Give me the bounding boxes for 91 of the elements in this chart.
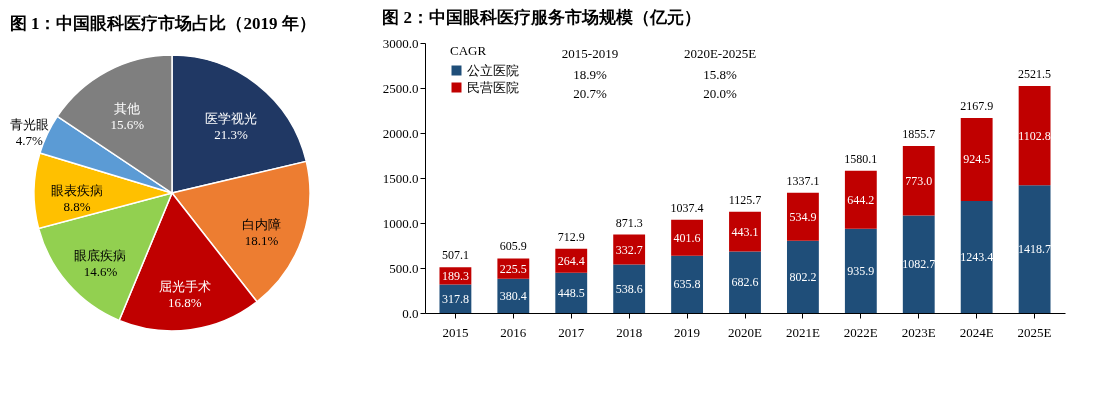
data-label: 924.5 — [963, 152, 991, 167]
x-tick-label: 2021E — [785, 324, 820, 340]
data-label: 16.8% — [168, 295, 202, 311]
data-label: 443.1 — [731, 224, 759, 239]
slice-label: 眼底疾病 — [74, 247, 127, 263]
slice-label: 白内障 — [242, 216, 282, 232]
total-label: 2167.9 — [960, 98, 994, 113]
slice-label: 青光眼 — [9, 117, 49, 133]
annotation: 20.0% — [703, 86, 737, 101]
data-label: 189.3 — [441, 268, 469, 283]
bar — [613, 264, 646, 313]
data-label: 802.2 — [789, 269, 817, 284]
x-tick-label: 2022E — [843, 324, 878, 340]
data-label: 18.1% — [244, 232, 279, 248]
bar — [1018, 86, 1051, 186]
chart-title: 图 2：中国眼科医疗服务市场规模（亿元） — [382, 8, 701, 27]
data-label: 773.0 — [905, 173, 933, 188]
legend-title: CAGR — [450, 43, 487, 58]
slice-label: 屈光手术 — [158, 279, 211, 295]
bar — [844, 228, 877, 313]
data-label: 538.6 — [615, 281, 643, 296]
bar — [786, 192, 819, 241]
legend-label: 民营医院 — [467, 79, 519, 95]
bar — [844, 170, 877, 229]
bar — [960, 117, 993, 202]
x-tick-label: 2020E — [728, 324, 763, 340]
x-tick-label: 2015 — [442, 324, 469, 340]
bar — [1018, 185, 1051, 313]
x-tick-label: 2025E — [1017, 324, 1052, 340]
data-label: 4.7% — [15, 133, 43, 149]
annotation: 20.7% — [573, 86, 607, 101]
bar — [729, 251, 761, 313]
chart-title: 图 1：中国眼科医疗市场占比（2019 年） — [9, 14, 316, 33]
bar — [555, 272, 588, 313]
total-label: 605.9 — [499, 239, 527, 254]
annotation: 2020E-2025E — [683, 46, 757, 61]
total-label: 1580.1 — [844, 151, 878, 166]
data-label: 635.8 — [673, 277, 701, 292]
data-label: 1082.7 — [902, 257, 936, 272]
data-label: 225.5 — [499, 261, 527, 276]
total-label: 1037.4 — [670, 200, 704, 215]
total-label: 1337.1 — [786, 173, 820, 188]
x-tick-label: 2023E — [901, 324, 936, 340]
bar — [786, 240, 819, 313]
data-label: 1102.8 — [1018, 128, 1051, 143]
data-label: 401.6 — [673, 230, 701, 245]
annotation: 15.8% — [703, 67, 737, 82]
y-tick-label: 1000.0 — [382, 215, 419, 231]
data-label: 21.3% — [214, 126, 248, 142]
bar — [671, 255, 704, 313]
data-label: 534.9 — [789, 209, 817, 224]
data-label: 14.6% — [83, 263, 118, 279]
y-tick-label: 3000.0 — [382, 35, 419, 51]
y-tick-label: 500.0 — [389, 260, 419, 276]
y-tick-label: 2500.0 — [382, 80, 419, 96]
y-tick-label: 2000.0 — [382, 125, 419, 141]
data-label: 15.6% — [110, 117, 145, 133]
bar — [960, 201, 993, 313]
x-tick-label: 2018 — [616, 324, 643, 340]
data-label: 264.4 — [557, 253, 585, 268]
data-label: 8.8% — [63, 199, 91, 215]
y-tick-label: 0.0 — [402, 305, 419, 321]
data-label: 935.9 — [847, 263, 875, 278]
legend-label: 公立医院 — [467, 62, 519, 78]
annotation: 2015-2019 — [561, 46, 619, 61]
data-label: 644.2 — [847, 192, 875, 207]
x-tick-label: 2019 — [674, 324, 701, 340]
data-label: 380.4 — [499, 288, 527, 303]
total-label: 2521.5 — [1018, 67, 1052, 82]
data-label: 1418.7 — [1018, 242, 1052, 257]
slice-label: 其他 — [114, 101, 141, 117]
data-label: 1243.4 — [960, 250, 994, 265]
total-label: 507.1 — [441, 248, 469, 263]
slice-label: 眼表疾病 — [51, 183, 104, 199]
annotation: 18.9% — [573, 67, 607, 82]
data-label: 682.6 — [731, 275, 759, 290]
x-tick-label: 2017 — [558, 324, 585, 340]
total-label: 871.3 — [615, 215, 643, 230]
data-label: 332.7 — [615, 242, 643, 257]
slice-label: 医学视光 — [204, 110, 257, 126]
y-tick-label: 1500.0 — [382, 170, 419, 186]
bar — [729, 211, 761, 252]
total-label: 712.9 — [557, 229, 585, 244]
total-label: 1125.7 — [728, 192, 762, 207]
data-label: 317.8 — [441, 291, 469, 306]
x-tick-label: 2016 — [500, 324, 527, 340]
bar — [902, 145, 935, 216]
total-label: 1855.7 — [902, 126, 936, 141]
bar — [902, 215, 935, 313]
x-tick-label: 2024E — [959, 324, 994, 340]
data-label: 448.5 — [557, 285, 585, 300]
